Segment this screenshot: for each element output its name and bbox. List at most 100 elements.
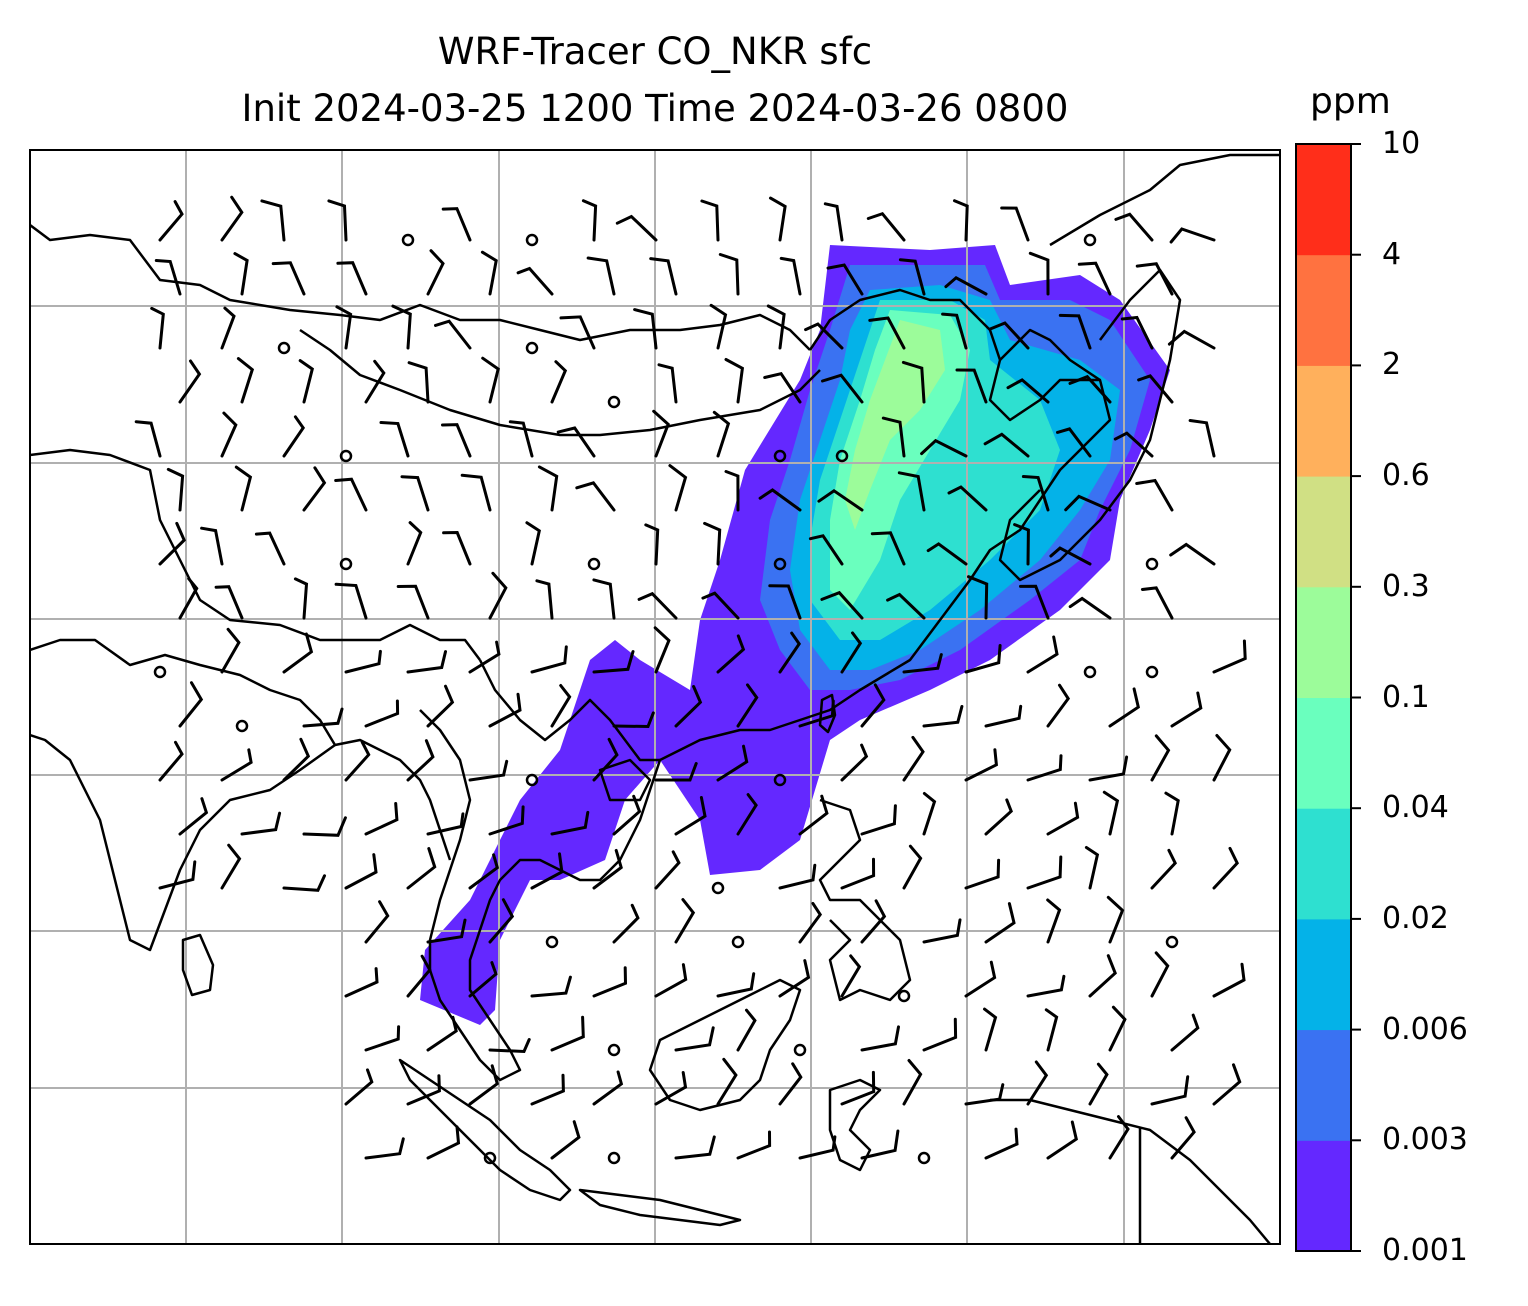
wind-barb — [868, 316, 906, 350]
wind-barb — [716, 972, 756, 998]
wind-barb — [460, 473, 492, 512]
wind-barb — [860, 899, 887, 944]
wind-barb — [1019, 584, 1050, 620]
wind-barb — [407, 361, 430, 404]
wind-barb — [866, 211, 906, 242]
calm-wind-marker — [483, 1151, 497, 1165]
map-title-line2: Init 2024-03-25 1200 Time 2024-03-26 080… — [241, 87, 1069, 130]
wind-barb — [860, 1025, 900, 1052]
colorbar-segment — [1296, 254, 1351, 366]
wind-barb — [1068, 596, 1112, 620]
wind-barb — [1135, 478, 1174, 512]
wind-barb — [821, 373, 864, 404]
wind-barb — [178, 681, 204, 728]
wind-barb — [897, 471, 926, 512]
wind-barb — [964, 960, 997, 998]
wind-barb — [886, 592, 926, 620]
colorbar-segment — [1296, 1140, 1351, 1252]
wind-barb — [712, 410, 731, 458]
wind-barb — [302, 707, 344, 728]
wind-barb — [406, 650, 447, 674]
wind-barb — [870, 531, 906, 566]
wind-barb — [426, 249, 445, 296]
wind-barb — [406, 954, 432, 998]
wind-barb — [808, 534, 844, 566]
wind-barb — [736, 1130, 772, 1160]
wind-barb — [556, 426, 596, 458]
wind-barb — [701, 591, 740, 620]
wind-barb — [1046, 898, 1062, 944]
wind-barb — [379, 421, 410, 458]
wind-barb — [724, 358, 745, 404]
calm-wind-marker — [835, 449, 849, 463]
calm-wind-marker — [773, 557, 787, 571]
border-central-asia — [30, 224, 811, 351]
calm-wind-marker — [525, 233, 539, 247]
wind-barb — [481, 356, 500, 404]
wind-barb — [1026, 974, 1066, 998]
wind-barb — [334, 582, 368, 620]
wind-barb — [1137, 374, 1174, 404]
wind-barb — [798, 901, 823, 944]
wind-barb — [964, 1083, 1005, 1106]
wind-barb — [700, 199, 720, 242]
wind-barb — [1167, 329, 1216, 350]
wind-barb — [860, 1129, 900, 1160]
wind-barb — [441, 207, 472, 242]
wind-barb — [302, 816, 347, 837]
wind-barb — [922, 918, 962, 944]
wind-barb — [592, 848, 623, 890]
wind-barb — [327, 199, 348, 242]
wind-barb — [302, 466, 327, 512]
colorbar-tick-marks — [1351, 143, 1361, 1252]
gridlines — [30, 150, 1280, 1244]
wind-barb — [964, 644, 1002, 674]
wind-barb — [1140, 586, 1174, 620]
wind-barb — [778, 631, 802, 674]
wind-barb — [716, 634, 746, 674]
wind-barb — [758, 488, 802, 512]
calm-wind-markers — [153, 233, 1179, 1165]
wind-barb — [983, 432, 1030, 458]
wind-barb — [766, 304, 786, 350]
calm-wind-marker — [607, 1043, 621, 1057]
wind-barb — [488, 571, 508, 620]
wind-barb — [550, 360, 568, 404]
wind-barb — [860, 683, 886, 728]
colorbar-tick-label: 0.6 — [1382, 458, 1430, 494]
wind-barb — [1026, 635, 1059, 674]
wind-barb — [550, 1120, 581, 1160]
wind-barb — [1150, 1075, 1190, 1106]
wind-barb — [1212, 734, 1232, 782]
wind-barb — [1188, 419, 1216, 458]
wind-barb — [406, 1074, 441, 1106]
calm-wind-marker — [1083, 233, 1097, 247]
calm-wind-marker — [545, 935, 559, 949]
wind-barb — [298, 359, 315, 404]
wind-barb — [1102, 790, 1120, 836]
wind-barb — [1135, 262, 1174, 296]
wind-barb — [154, 259, 182, 296]
wind-barb — [1026, 754, 1063, 782]
wind-barb — [525, 521, 541, 566]
wind-barb — [220, 748, 253, 782]
wind-barb — [1108, 1005, 1127, 1052]
wind-barb — [200, 526, 224, 566]
wind-barb — [1212, 1063, 1242, 1106]
wind-barb — [516, 266, 554, 296]
wind-barb — [615, 214, 658, 242]
colorbar-tick-label: 2 — [1382, 347, 1402, 383]
calm-wind-marker — [525, 341, 539, 355]
colorbar — [1296, 144, 1351, 1252]
wind-barb — [468, 961, 498, 998]
wind-barb — [633, 308, 658, 350]
wind-barb — [550, 1015, 585, 1052]
wind-barb — [468, 759, 509, 782]
coastline-russia-far-east — [1049, 153, 1280, 247]
wind-barb — [922, 792, 937, 836]
wind-barb — [150, 306, 165, 350]
calm-wind-marker — [525, 773, 539, 787]
wind-barb — [550, 684, 572, 728]
wind-barb — [1113, 431, 1154, 458]
